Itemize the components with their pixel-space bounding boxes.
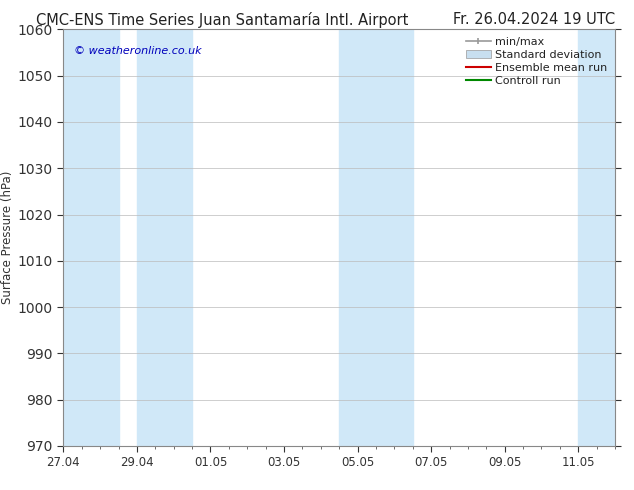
- Bar: [578, 29, 615, 446]
- Text: © weatheronline.co.uk: © weatheronline.co.uk: [74, 46, 202, 56]
- Bar: [137, 29, 192, 446]
- Text: CMC-ENS Time Series Juan Santamaría Intl. Airport: CMC-ENS Time Series Juan Santamaría Intl…: [36, 12, 408, 28]
- Bar: [63, 29, 119, 446]
- Y-axis label: Surface Pressure (hPa): Surface Pressure (hPa): [1, 171, 13, 304]
- Text: Fr. 26.04.2024 19 UTC: Fr. 26.04.2024 19 UTC: [453, 12, 615, 27]
- Bar: [339, 29, 413, 446]
- Legend: min/max, Standard deviation, Ensemble mean run, Controll run: min/max, Standard deviation, Ensemble me…: [464, 35, 609, 88]
